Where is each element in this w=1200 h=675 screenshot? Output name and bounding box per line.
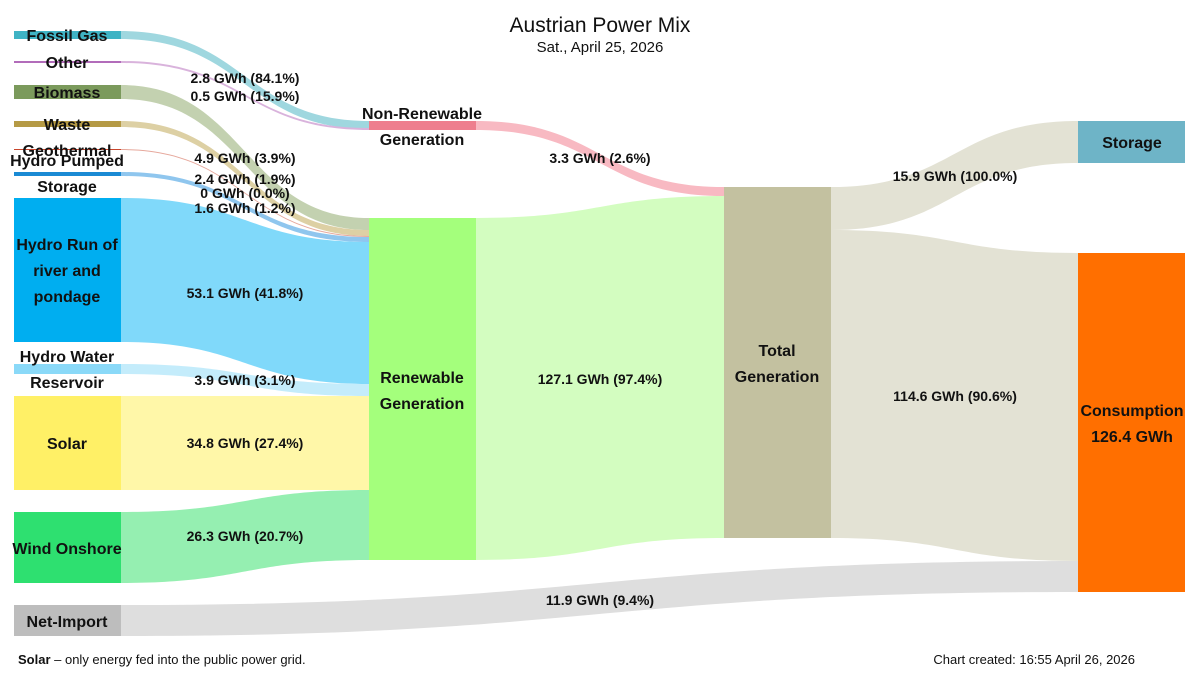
node-label-hydro-pumped: Hydro Pumped Storage: [10, 153, 124, 196]
node-label-fossil-gas: Fossil Gas: [27, 28, 108, 45]
node-storage: [1078, 121, 1185, 163]
node-net-import: [14, 605, 121, 636]
footnote: Solar – only energy fed into the public …: [18, 652, 306, 667]
flow-label-biomass-to-renewable: 4.9 GWh (3.9%): [194, 150, 295, 166]
node-labels: Fossil GasOtherBiomassWasteGeothermalHyd…: [10, 28, 1183, 631]
node-hydro-pumped: [14, 172, 121, 176]
flow-total-to-storage: [831, 121, 1078, 230]
flow-hydro-res-to-renewable: [121, 364, 369, 396]
node-total: [724, 187, 831, 538]
node-solar: [14, 396, 121, 490]
node-fossil-gas: [14, 31, 121, 39]
node-hydro-ror: [14, 198, 121, 342]
node-other: [14, 61, 121, 63]
node-label-renewable: Renewable Generation: [380, 370, 464, 413]
node-bars: [14, 31, 1185, 636]
node-label-other: Other: [46, 55, 89, 72]
flow-fossil-gas-to-non-renewable: [121, 31, 369, 129]
node-label-wind: Wind Onshore: [12, 541, 121, 558]
chart-title: Austrian Power Mix: [510, 14, 691, 37]
flow-links: [121, 31, 1078, 636]
node-label-total: Total Generation: [735, 343, 819, 386]
node-label-consumption: Consumption 126.4 GWh: [1080, 403, 1183, 446]
flow-net-import-to-consumption: [121, 561, 1078, 636]
node-label-net-import: Net-Import: [27, 614, 109, 631]
node-label-biomass: Biomass: [34, 85, 101, 102]
node-renewable: [369, 218, 476, 560]
node-geothermal: [14, 149, 121, 150]
flow-label-hydro-pumped-to-renewable: 1.6 GWh (1.2%): [194, 200, 295, 216]
flow-label-hydro-res-to-renewable: 3.9 GWh (3.1%): [194, 372, 295, 388]
node-waste: [14, 121, 121, 127]
flow-value-labels: 2.8 GWh (84.1%) 0.5 GWh (15.9%) 4.9 GWh (3…: [187, 70, 1018, 608]
flow-geothermal-to-renewable: [121, 149, 369, 237]
chart-created-timestamp: Chart created: 16:55 April 26, 2026: [933, 652, 1135, 667]
footnote-text: – only energy fed into the public power …: [51, 652, 306, 667]
flow-label-net-import-to-consumption: 11.9 GWh (9.4%): [546, 592, 654, 608]
flow-renewable-to-total: [476, 196, 724, 560]
flow-waste-to-renewable: [121, 121, 369, 236]
flow-solar-to-renewable: [121, 396, 369, 490]
footnote-bold: Solar: [18, 652, 51, 667]
node-label-storage: Storage: [1102, 135, 1162, 152]
node-hydro-res: [14, 364, 121, 374]
flow-hydro-pumped-to-renewable: [121, 172, 369, 242]
flow-label-total-to-storage: 15.9 GWh (100.0%): [893, 168, 1018, 184]
node-non-renewable: [369, 121, 476, 130]
flow-label-solar-to-renewable: 34.8 GWh (27.4%): [187, 435, 304, 451]
flow-label-waste-to-renewable: 2.4 GWh (1.9%): [194, 171, 295, 187]
flow-label-fossil-gas-to-non-renewable: 2.8 GWh (84.1%): [191, 70, 300, 86]
node-label-solar: Solar: [47, 436, 87, 453]
node-label-hydro-res: Hydro Water Reservoir: [20, 349, 115, 392]
node-wind: [14, 512, 121, 583]
flow-label-wind-to-renewable: 26.3 GWh (20.7%): [187, 528, 304, 544]
flow-label-total-to-consumption: 114.6 GWh (90.6%): [893, 388, 1017, 404]
flow-label-non-renewable-to-total: 3.3 GWh (2.6%): [549, 150, 650, 166]
flow-non-renewable-to-total: [476, 121, 724, 196]
chart-subtitle: Sat., April 25, 2026: [537, 39, 664, 56]
flow-other-to-non-renewable: [121, 61, 369, 130]
flow-label-other-to-non-renewable: 0.5 GWh (15.9%): [191, 88, 300, 104]
node-label-waste: Waste: [44, 117, 91, 134]
flow-label-geothermal-to-renewable: 0 GWh (0.0%): [200, 185, 289, 201]
node-label-hydro-ror: Hydro Run of river and pondage: [16, 237, 118, 306]
node-label-non-renewable: Non-Renewable Generation: [362, 106, 482, 149]
node-biomass: [14, 85, 121, 99]
flow-hydro-ror-to-renewable: [121, 198, 369, 384]
flow-label-renewable-to-total: 127.1 GWh (97.4%): [538, 371, 663, 387]
flow-label-hydro-ror-to-renewable: 53.1 GWh (41.8%): [187, 285, 304, 301]
flow-biomass-to-renewable: [121, 85, 369, 230]
flow-wind-to-renewable: [121, 490, 369, 583]
node-consumption: [1078, 253, 1185, 592]
node-label-geothermal: Geothermal: [23, 143, 112, 160]
flow-total-to-consumption: [831, 230, 1078, 561]
